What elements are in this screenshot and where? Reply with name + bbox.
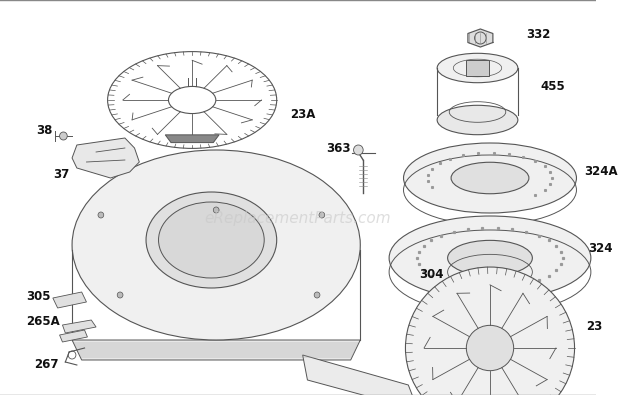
Text: 23: 23 [586,320,602,333]
Text: eReplacementParts.com: eReplacementParts.com [205,211,391,226]
Ellipse shape [404,143,577,213]
Circle shape [319,212,325,218]
Text: 363: 363 [327,142,351,155]
Polygon shape [303,355,418,395]
Ellipse shape [389,216,591,300]
Ellipse shape [451,162,529,194]
Circle shape [314,292,320,298]
Ellipse shape [159,202,264,278]
Polygon shape [72,340,360,360]
Text: 23A: 23A [290,108,316,121]
Polygon shape [72,138,140,178]
Ellipse shape [448,241,533,276]
Text: 265A: 265A [26,315,60,328]
Ellipse shape [72,150,360,340]
Ellipse shape [146,192,277,288]
Ellipse shape [437,105,518,135]
Ellipse shape [466,325,513,371]
Text: 332: 332 [526,28,551,41]
Circle shape [213,207,219,213]
Text: 267: 267 [33,358,58,371]
Polygon shape [468,29,493,47]
Text: 324: 324 [588,242,613,255]
Polygon shape [63,320,96,333]
Text: 455: 455 [541,80,565,93]
Text: 324A: 324A [584,165,618,178]
Ellipse shape [405,267,575,395]
FancyBboxPatch shape [466,60,489,76]
Text: 38: 38 [37,124,53,137]
Text: 304: 304 [419,268,443,281]
Polygon shape [53,292,86,308]
Polygon shape [60,330,87,342]
Ellipse shape [437,53,518,83]
Polygon shape [166,135,219,143]
Text: 305: 305 [26,290,50,303]
Text: 37: 37 [53,168,69,181]
Circle shape [353,145,363,155]
Circle shape [98,212,104,218]
Circle shape [60,132,67,140]
Circle shape [117,292,123,298]
